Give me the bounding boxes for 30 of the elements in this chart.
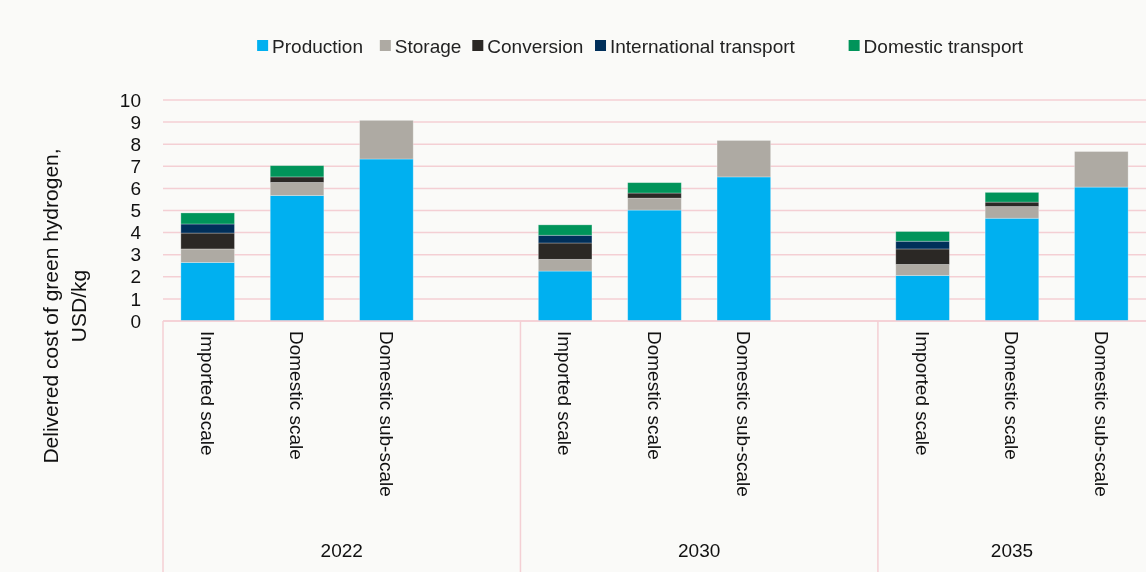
legend-label: Domestic transport	[863, 36, 1024, 57]
y-tick-label: 10	[119, 89, 141, 111]
text: 2035	[990, 540, 1034, 561]
text: 2022	[320, 540, 363, 561]
x-tick-label: Domestic scale	[1001, 331, 1023, 460]
y-tick-label: 8	[130, 133, 141, 155]
y-tick-label: 3	[130, 244, 141, 266]
x-tick-label: Imported scale	[197, 331, 219, 456]
y-tick-label: 9	[130, 111, 141, 133]
bar	[984, 191, 1040, 203]
x-tick-label: Domestic sub-scale	[375, 331, 397, 497]
legend-label: International transport	[610, 36, 796, 57]
y-tick-label: 1	[130, 288, 141, 310]
x-tick-label: Imported scale	[911, 331, 933, 456]
legend-label: Conversion	[487, 36, 584, 57]
text: 2030	[678, 540, 721, 561]
x-tick-label: Domestic scale	[286, 331, 308, 460]
x-tick-label: Domestic sub-scale	[733, 331, 755, 497]
y-tick-label: 2	[130, 266, 141, 288]
legend-label: Production	[272, 36, 363, 57]
y-axis-title: Delivered cost of green hydrogen, USD/kg	[39, 148, 90, 464]
y-tick-label: 6	[130, 178, 141, 200]
x-tick-label: Domestic sub-scale	[1090, 331, 1112, 497]
y-tick-label: 7	[130, 155, 141, 177]
y-tick-label: 4	[130, 222, 142, 244]
y-tick-label: 5	[130, 200, 141, 222]
x-tick-label: Domestic scale	[643, 331, 665, 460]
x-tick-label: Imported scale	[554, 331, 576, 456]
y-tick-label: 0	[130, 310, 141, 332]
legend-label: Storage	[394, 36, 462, 57]
